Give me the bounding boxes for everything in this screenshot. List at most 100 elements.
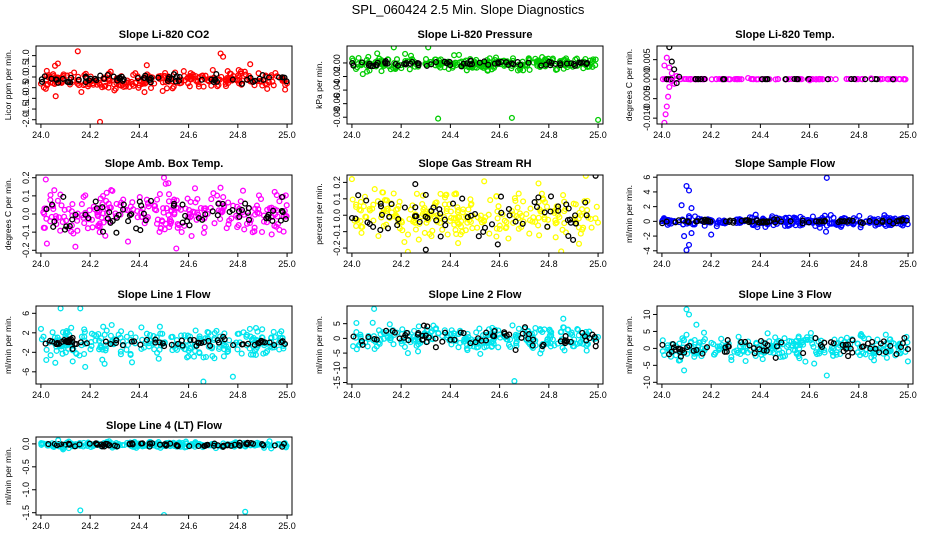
data-point: [163, 85, 170, 92]
data-point: [225, 199, 232, 206]
data-point: [592, 56, 599, 63]
data-point: [467, 196, 474, 203]
x-tick-label: 24.0: [653, 130, 671, 140]
data-point: [437, 190, 444, 197]
data-point: [827, 339, 835, 346]
data-point: [214, 192, 221, 199]
data-point: [374, 50, 381, 57]
data-point: [893, 351, 900, 358]
data-point: [127, 350, 134, 357]
points-line4: [38, 437, 290, 515]
data-point: [718, 335, 725, 342]
data-point: [557, 62, 564, 69]
y-axis-label: ml/min per min.: [3, 316, 13, 374]
data-point: [242, 71, 249, 78]
data-point: [72, 211, 79, 218]
data-point: [686, 342, 693, 349]
data-point: [386, 321, 393, 328]
data-point: [511, 378, 518, 384]
data-point: [467, 342, 474, 350]
data-point: [868, 75, 875, 82]
data-point: [143, 336, 150, 343]
data-point: [171, 200, 178, 207]
data-point: [526, 230, 533, 237]
data-point: [53, 341, 60, 348]
data-point: [463, 67, 470, 74]
data-point: [663, 103, 670, 110]
data-point: [209, 352, 216, 360]
data-point: [191, 185, 199, 192]
data-point: [887, 342, 894, 349]
data-point: [220, 342, 227, 349]
data-point: [441, 327, 448, 334]
data-point: [416, 218, 423, 225]
data-point: [518, 224, 525, 231]
data-point: [708, 76, 715, 83]
data-point: [428, 328, 435, 335]
data-point: [211, 220, 218, 227]
data-point: [850, 221, 857, 228]
data-point: [700, 329, 708, 336]
x-tick-label: 24.2: [702, 259, 720, 269]
data-point: [234, 346, 241, 353]
data-point: [103, 327, 110, 334]
data-point: [822, 228, 830, 235]
y-tick-label: 5: [332, 321, 342, 326]
data-point: [662, 111, 669, 118]
y-axis-label: kPa per min.: [314, 61, 324, 109]
data-point: [823, 175, 830, 181]
data-point: [77, 306, 84, 312]
data-point: [128, 211, 135, 218]
data-point: [377, 203, 385, 210]
data-point: [515, 190, 522, 197]
data-point: [681, 367, 688, 374]
data-point: [255, 192, 263, 199]
data-point: [678, 202, 685, 209]
data-point: [188, 76, 195, 83]
data-point: [415, 236, 422, 243]
data-point: [441, 216, 448, 223]
data-point: [209, 208, 216, 215]
data-point: [181, 332, 188, 339]
x-tick-label: 25.0: [899, 130, 917, 140]
data-point: [358, 62, 365, 69]
data-point: [186, 443, 193, 450]
data-point: [239, 187, 247, 194]
data-point: [533, 203, 541, 211]
data-point: [134, 207, 141, 215]
data-point: [467, 212, 475, 219]
data-point: [58, 202, 65, 209]
data-point: [279, 193, 286, 201]
y-tick-label: -1.0: [21, 91, 31, 107]
data-point: [123, 346, 130, 353]
data-point: [856, 352, 864, 359]
data-point: [724, 337, 731, 344]
data-point: [355, 54, 362, 62]
data-point: [235, 330, 243, 337]
data-point: [137, 227, 144, 234]
data-point: [86, 440, 93, 447]
data-point: [219, 208, 226, 215]
data-point: [200, 354, 207, 361]
data-point: [876, 349, 883, 356]
data-point: [283, 202, 290, 209]
y-tick-label: 0: [332, 336, 342, 341]
data-point: [848, 76, 855, 83]
data-point: [407, 206, 414, 213]
data-point: [363, 68, 371, 75]
y-tick-label: -6: [21, 368, 31, 376]
data-point: [701, 76, 708, 83]
data-point: [511, 195, 518, 202]
data-point: [764, 218, 771, 225]
data-point: [263, 215, 270, 222]
data-point: [404, 350, 411, 357]
data-point: [52, 93, 59, 100]
data-point: [490, 336, 497, 343]
data-point: [252, 324, 260, 332]
data-point: [412, 226, 419, 233]
data-point: [383, 197, 390, 204]
data-point: [129, 81, 136, 88]
data-point: [481, 224, 489, 231]
data-point: [100, 323, 107, 330]
data-point: [160, 175, 168, 181]
